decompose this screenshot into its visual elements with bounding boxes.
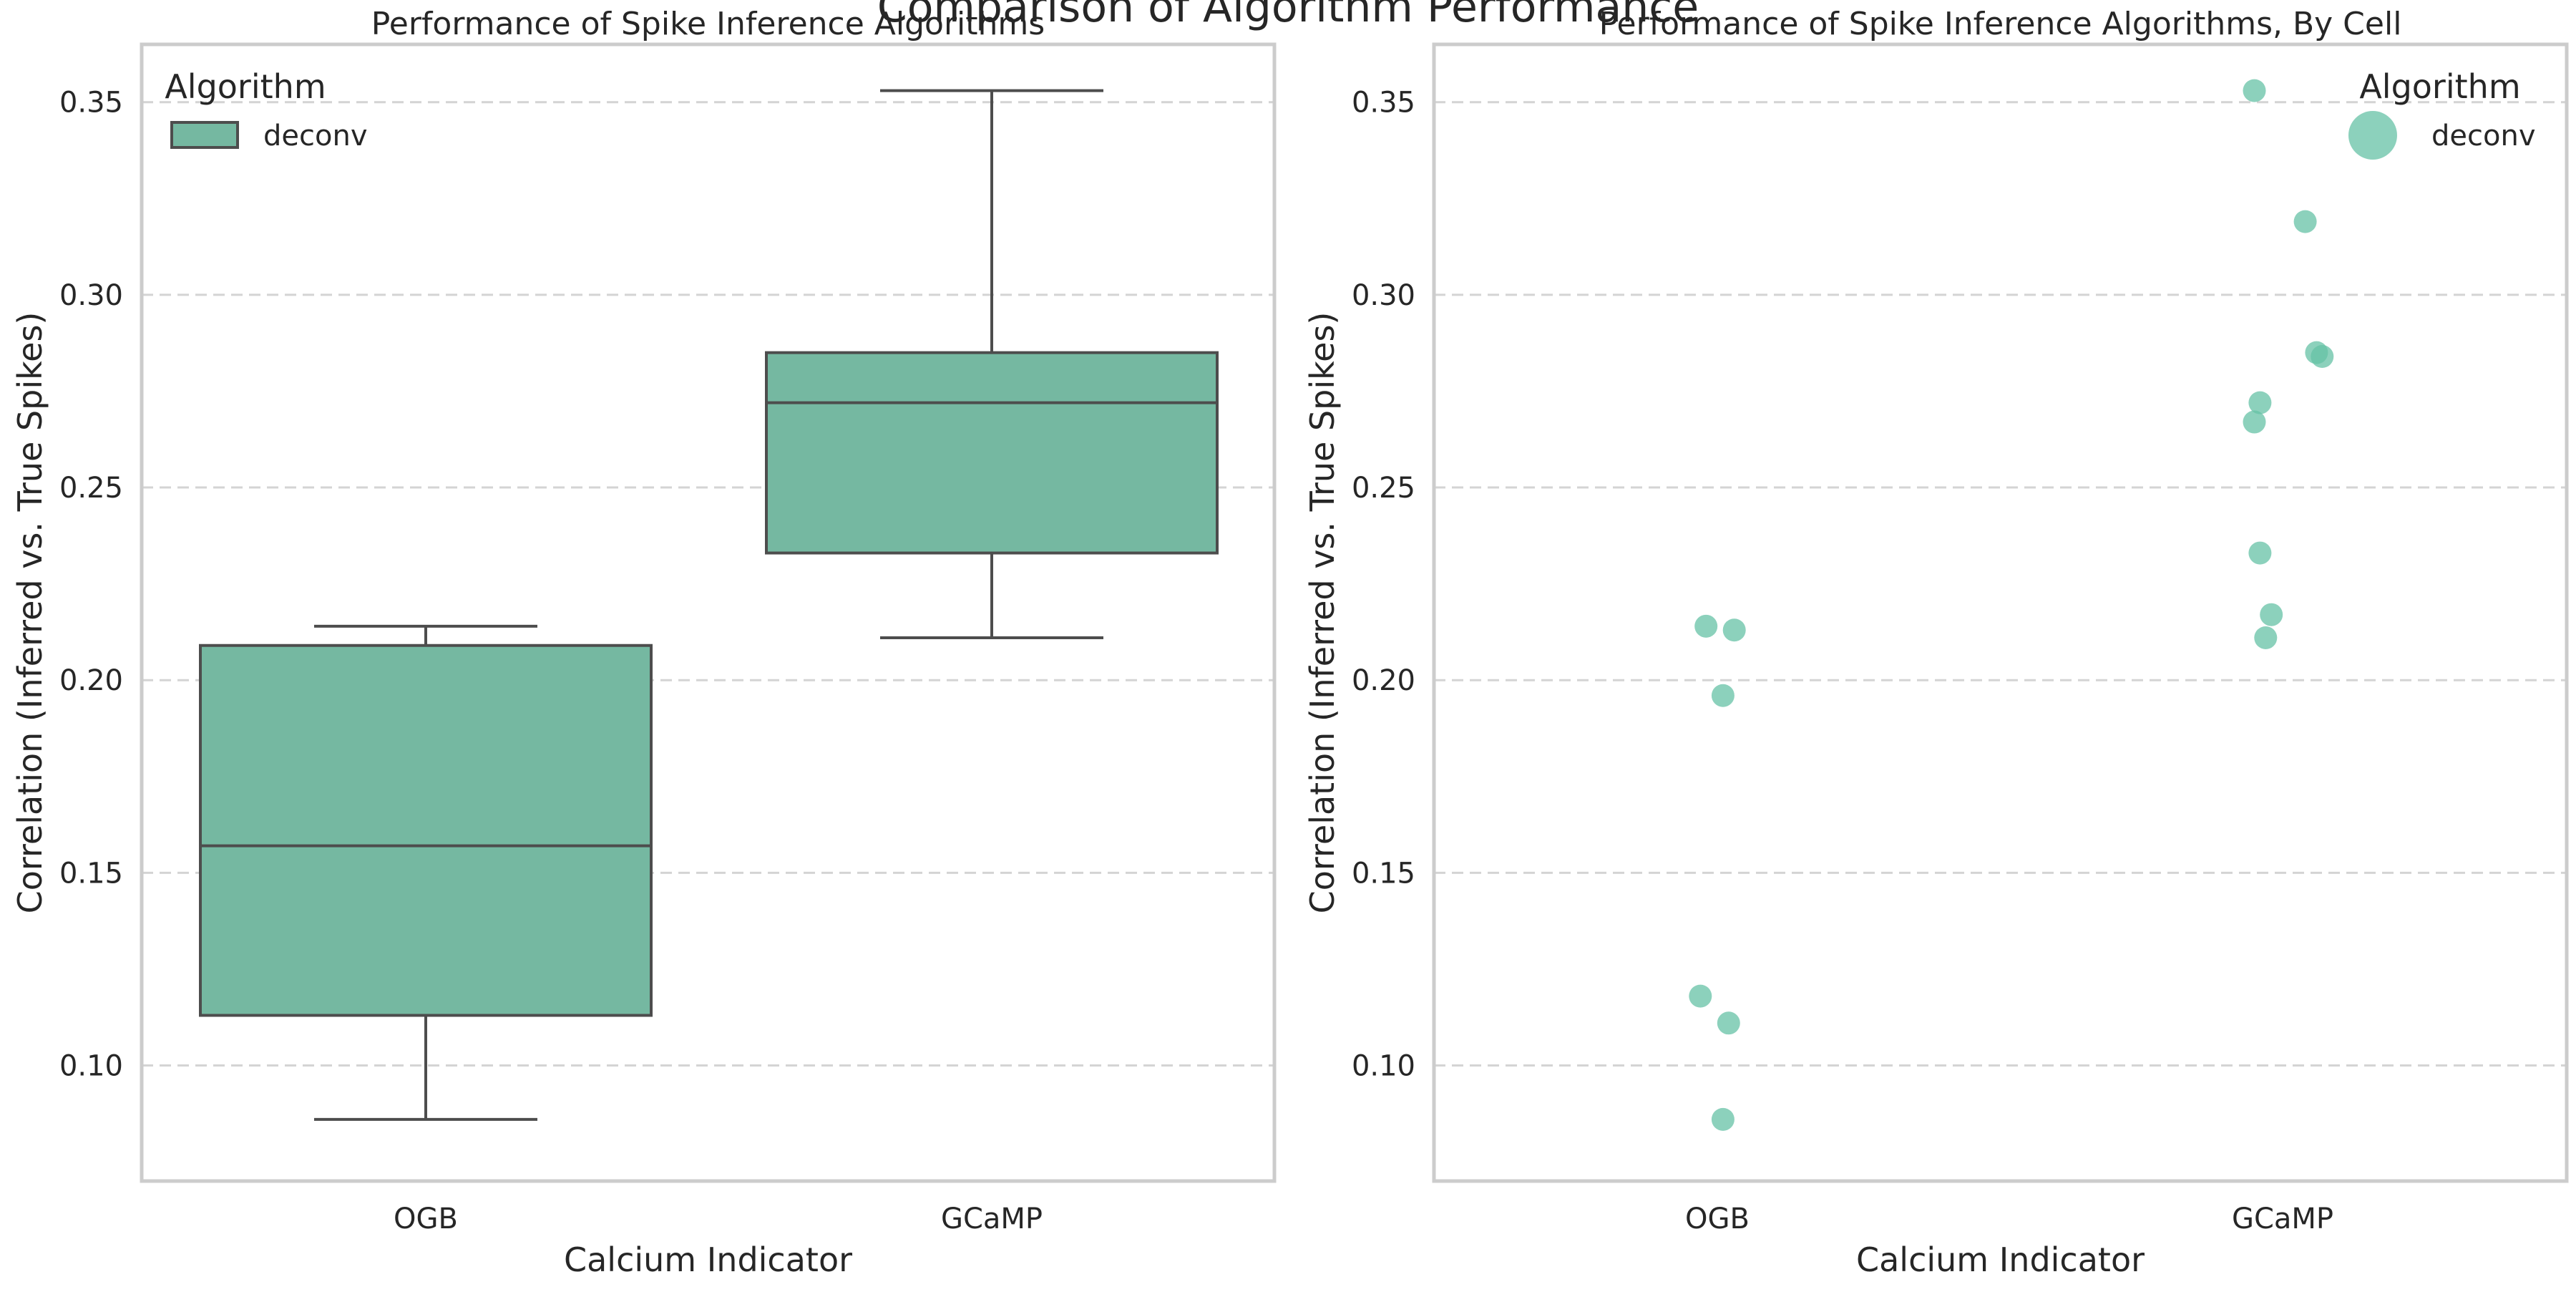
y-axis-label: Correlation (Inferred vs. True Spikes): [11, 312, 49, 914]
y-tick-label: 0.30: [1352, 279, 1415, 312]
scatter-panel: 0.10 0.15 0.20 0.25 0.30 0.35 OGB GCaMP Performa…: [1303, 6, 2569, 1279]
data-point: [2260, 603, 2283, 626]
y-tick-label: 0.35: [1352, 87, 1415, 120]
legend-swatch: [170, 121, 239, 149]
data-point: [1711, 1107, 1735, 1131]
legend-marker: [2348, 111, 2397, 160]
data-point: [1711, 684, 1735, 707]
x-tick-label: GCaMP: [2232, 1203, 2333, 1235]
y-tick-label: 0.15: [1352, 857, 1415, 890]
legend-label: deconv: [263, 120, 368, 152]
data-point: [1717, 1011, 1740, 1035]
y-tick-label: 0.20: [1352, 664, 1415, 697]
y-tick-label: 0.30: [59, 279, 123, 312]
data-point: [2311, 345, 2334, 369]
legend: Algorithm deconv: [165, 67, 367, 152]
data-point: [2243, 410, 2266, 434]
figure-suptitle: Comparison of Algorithm Performance: [877, 0, 1699, 32]
y-tick-label: 0.35: [59, 87, 123, 120]
boxplot-panel: 0.10 0.15 0.20 0.25 0.30 0.35 OGB GCaMP Performa…: [11, 6, 1277, 1279]
y-tick-label: 0.25: [1352, 472, 1415, 505]
legend-title: Algorithm: [165, 67, 326, 106]
legend: Algorithm deconv: [2348, 67, 2536, 160]
y-tick-label: 0.25: [59, 472, 123, 505]
x-tick-label: OGB: [1685, 1203, 1750, 1235]
data-point: [2254, 626, 2278, 649]
box-ogb: [199, 643, 653, 1017]
x-axis-label: Calcium Indicator: [564, 1240, 852, 1279]
y-axis-label: Correlation (Inferred vs. True Spikes): [1303, 312, 1342, 914]
legend-label: deconv: [2431, 120, 2536, 152]
data-point: [2243, 79, 2266, 102]
y-tick-label: 0.10: [59, 1050, 123, 1083]
data-point: [1694, 614, 1718, 638]
data-point: [1689, 984, 1712, 1008]
subplot-title: Performance of Spike Inference Algorithm…: [371, 6, 1045, 42]
data-point: [2248, 391, 2272, 414]
x-axis-label: Calcium Indicator: [1856, 1240, 2145, 1279]
data-point: [1722, 618, 1746, 642]
y-tick-label: 0.20: [59, 664, 123, 697]
x-tick-label: OGB: [394, 1203, 458, 1235]
data-point: [2248, 541, 2272, 565]
legend-title: Algorithm: [2359, 67, 2520, 106]
data-point: [2293, 210, 2317, 233]
subplot-title: Performance of Spike Inference Algorithm…: [1599, 6, 2402, 42]
box-gcamp: [765, 351, 1219, 555]
y-tick-label: 0.10: [1352, 1050, 1415, 1083]
axes-frame: [140, 42, 1277, 1183]
axes-frame: [1432, 42, 2569, 1183]
x-tick-label: GCaMP: [941, 1203, 1043, 1235]
y-tick-label: 0.15: [59, 857, 123, 890]
